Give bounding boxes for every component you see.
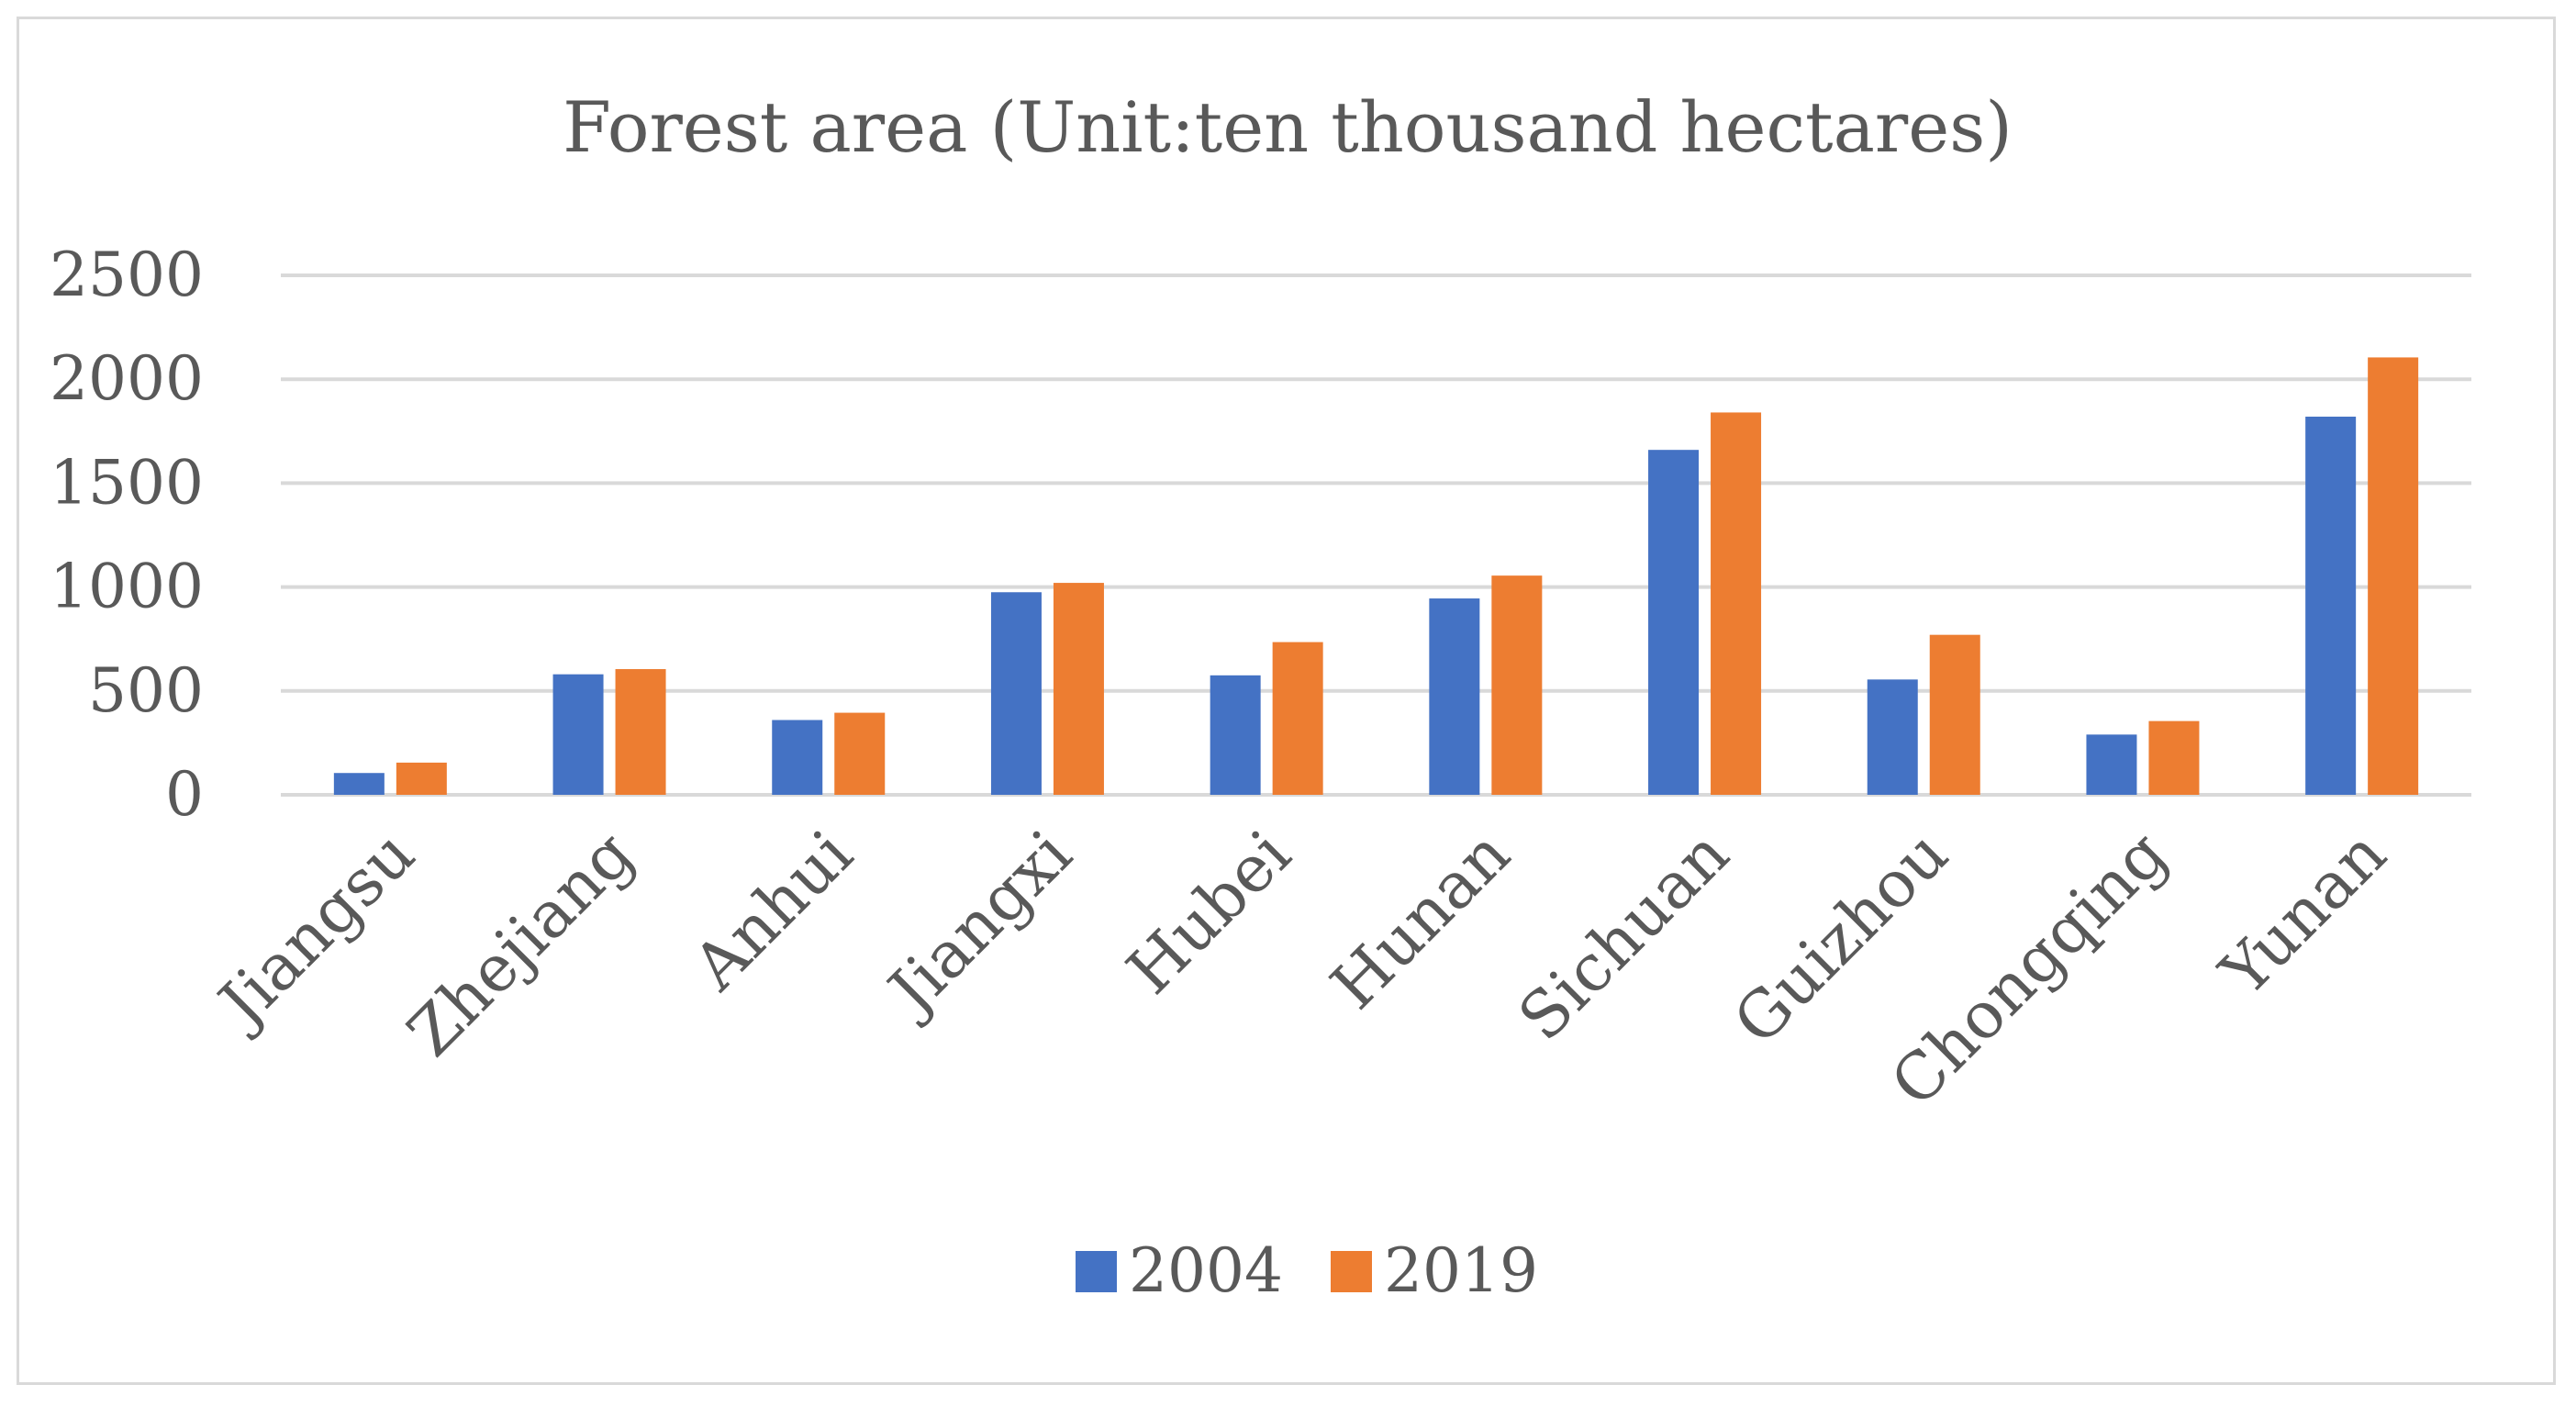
bar-2019-jiangxi	[1053, 583, 1104, 795]
bar-2019-hunan	[1491, 575, 1543, 795]
bar-2019-hubei	[1272, 642, 1323, 795]
bars	[333, 357, 2419, 795]
x-tick-label: Yunan	[2205, 816, 2400, 1011]
bar-2004-jiangxi	[990, 592, 1042, 795]
bar-2004-sichuan	[1648, 450, 1700, 795]
bar-2004-yunan	[2305, 416, 2357, 795]
bar-2004-zhejiang	[552, 674, 604, 795]
bar-2004-chongqing	[2086, 734, 2137, 795]
bar-2019-anhui	[834, 712, 886, 795]
legend: 2004 2019	[1076, 1235, 1538, 1306]
y-tick-label: 2000	[50, 343, 204, 414]
legend-swatch-2019	[1331, 1251, 1372, 1292]
bar-2004-jiangsu	[333, 773, 385, 795]
x-tick-label: Jiangxi	[871, 816, 1087, 1032]
bar-2004-anhui	[772, 720, 823, 795]
bar-2019-chongqing	[2148, 720, 2200, 795]
bar-2004-guizhou	[1867, 679, 1918, 795]
y-tick-label: 1500	[50, 447, 204, 518]
y-axis-ticks: 0 500 1000 1500 2000 2500	[50, 240, 204, 830]
bar-2019-yunan	[2368, 357, 2419, 795]
x-tick-label: Jiangsu	[201, 816, 429, 1044]
y-tick-label: 0	[165, 759, 204, 830]
x-tick-label: Sichuan	[1504, 816, 1744, 1055]
x-tick-label: Zhejiang	[393, 816, 648, 1071]
legend-swatch-2004	[1076, 1251, 1117, 1292]
bar-2019-sichuan	[1711, 412, 1762, 795]
legend-label-2004: 2004	[1129, 1235, 1283, 1306]
gridlines	[281, 274, 2471, 797]
x-tick-label: Hunan	[1317, 816, 1524, 1023]
y-tick-label: 500	[88, 655, 204, 726]
x-tick-label: Anhui	[678, 816, 867, 1005]
y-tick-label: 2500	[50, 240, 204, 310]
bar-2004-hubei	[1210, 675, 1261, 795]
x-tick-label: Hubei	[1112, 816, 1305, 1009]
bar-2019-zhejiang	[615, 669, 666, 795]
bar-2019-guizhou	[1929, 634, 1980, 795]
y-tick-label: 1000	[50, 552, 204, 622]
chart-title: Forest area (Unit:ten thousand hectares)	[563, 86, 2013, 168]
bar-2004-hunan	[1429, 598, 1480, 795]
bar-2019-jiangsu	[396, 762, 447, 795]
legend-label-2019: 2019	[1384, 1235, 1538, 1306]
